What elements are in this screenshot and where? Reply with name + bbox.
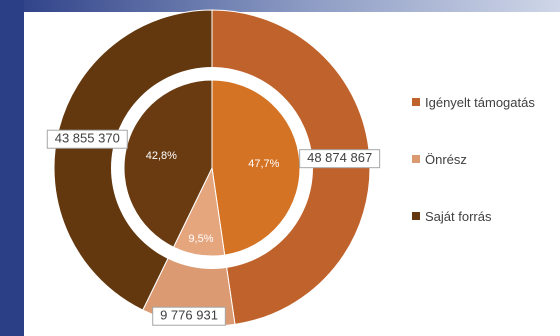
outer-label-box-onresz [152, 306, 226, 326]
legend-item-sajat: Saját forrás [412, 206, 535, 226]
legend-label-igenyelt: Igényelt támogatás [425, 94, 535, 110]
outer-label-box-igenyelt [299, 149, 381, 169]
outer-label-text-onresz: 9 776 931 [160, 308, 218, 323]
outer-label-text-sajat: 43 855 370 [55, 131, 120, 146]
inner-label-igenyelt: 47,7% [248, 158, 279, 170]
slide-left-band [0, 0, 24, 336]
legend: Igényelt támogatás Önrész Saját forrás [412, 92, 535, 263]
legend-label-sajat: Saját forrás [425, 208, 492, 224]
legend-swatch-igenyelt [412, 98, 420, 106]
outer-label-onresz: 9 776 931 [152, 306, 226, 326]
outer-label-text-igenyelt: 48 874 867 [307, 150, 372, 165]
legend-swatch-onresz [412, 155, 420, 163]
inner-label-sajat: 42,8% [146, 150, 177, 162]
outer-label-igenyelt: 48 874 867 [299, 149, 381, 169]
legend-swatch-sajat [412, 212, 420, 220]
legend-label-onresz: Önrész [425, 151, 467, 167]
legend-item-igenyelt: Igényelt támogatás [412, 92, 535, 112]
outer-label-box-sajat [46, 129, 128, 149]
legend-item-onresz: Önrész [412, 149, 535, 169]
outer-label-sajat: 43 855 370 [46, 129, 128, 149]
inner-label-onresz: 9,5% [188, 233, 213, 245]
